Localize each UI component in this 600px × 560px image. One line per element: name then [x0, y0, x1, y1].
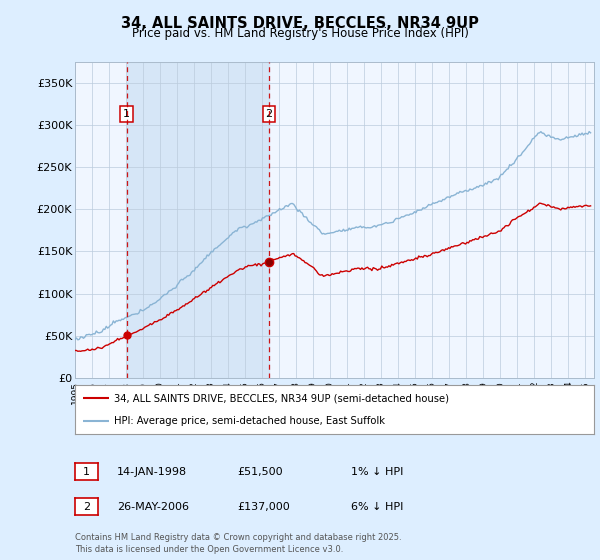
Text: £51,500: £51,500	[237, 466, 283, 477]
Text: Contains HM Land Registry data © Crown copyright and database right 2025.
This d: Contains HM Land Registry data © Crown c…	[75, 533, 401, 554]
Text: 34, ALL SAINTS DRIVE, BECCLES, NR34 9UP (semi-detached house): 34, ALL SAINTS DRIVE, BECCLES, NR34 9UP …	[114, 393, 449, 403]
Text: 6% ↓ HPI: 6% ↓ HPI	[351, 502, 403, 512]
Text: 2: 2	[83, 502, 90, 512]
Text: 1: 1	[123, 109, 130, 119]
Text: 1: 1	[83, 466, 90, 477]
Text: Price paid vs. HM Land Registry's House Price Index (HPI): Price paid vs. HM Land Registry's House …	[131, 27, 469, 40]
Text: 14-JAN-1998: 14-JAN-1998	[117, 466, 187, 477]
Text: £137,000: £137,000	[237, 502, 290, 512]
Text: 2: 2	[265, 109, 272, 119]
Text: 34, ALL SAINTS DRIVE, BECCLES, NR34 9UP: 34, ALL SAINTS DRIVE, BECCLES, NR34 9UP	[121, 16, 479, 31]
Text: HPI: Average price, semi-detached house, East Suffolk: HPI: Average price, semi-detached house,…	[114, 416, 385, 426]
Text: 1% ↓ HPI: 1% ↓ HPI	[351, 466, 403, 477]
Text: 26-MAY-2006: 26-MAY-2006	[117, 502, 189, 512]
Bar	[127, 62, 269, 378]
